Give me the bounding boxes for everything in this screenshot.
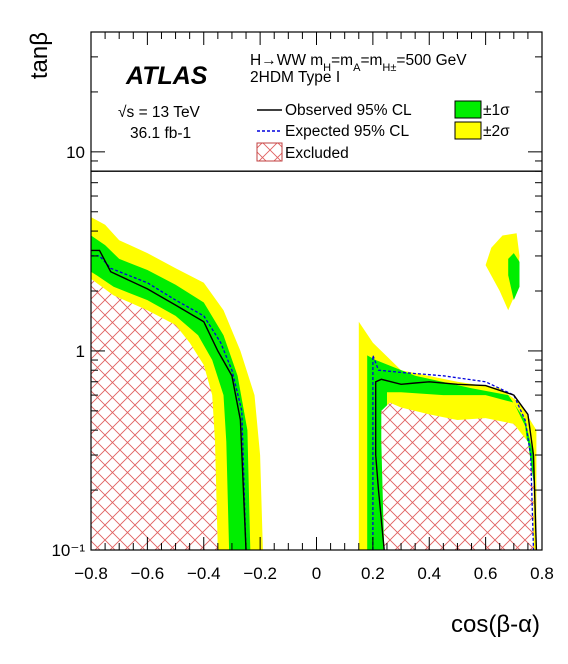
x-tick-label: 0	[312, 564, 321, 583]
contour-regions	[91, 217, 538, 550]
lumi-label: 36.1 fb-1	[130, 125, 191, 142]
y-tick-label: 10⁻¹	[51, 541, 85, 560]
y-axis-title: tanβ	[26, 32, 53, 79]
atlas-label: ATLAS	[125, 62, 208, 90]
x-tick-label: 0.4	[417, 564, 441, 583]
two-sigma-island	[485, 233, 520, 311]
model-label: 2HDM Type I	[250, 69, 340, 86]
legend-one-sigma-swatch	[454, 100, 482, 119]
x-tick-label: 0.2	[361, 564, 385, 583]
x-tick-label: 0.6	[474, 564, 498, 583]
x-tick-label: −0.4	[187, 564, 221, 583]
y-tick-label: 1	[76, 342, 85, 361]
excluded-region-right	[381, 402, 534, 550]
legend-excluded-label: Excluded	[285, 145, 349, 162]
one-sigma-island	[508, 253, 520, 301]
observed-limit-left	[91, 249, 247, 550]
x-tick-label: 0.8	[530, 564, 554, 583]
axis-ticks	[90, 31, 543, 551]
tick-labels: −0.8 −0.6 −0.4 −0.2 0 0.2 0.4 0.6 0.8 10⁻¹ 1 10	[51, 143, 553, 583]
process-label: H→WW mH=mA=mH±=500 GeV	[250, 52, 467, 74]
legend-observed-label: Observed 95% CL	[285, 102, 412, 119]
expected-limit-right	[372, 355, 535, 550]
legend-excluded-swatch	[256, 142, 283, 162]
x-tick-label: −0.2	[243, 564, 277, 583]
observed-limit-right	[375, 378, 538, 550]
x-tick-label: −0.6	[131, 564, 165, 583]
x-tick-label: −0.8	[74, 564, 108, 583]
legend-expected-label: Expected 95% CL	[285, 123, 409, 140]
y-tick-label: 10	[66, 143, 85, 162]
excluded-region-left	[91, 278, 218, 550]
legend-two-sigma-label: ±2σ	[483, 123, 510, 140]
energy-label: √s = 13 TeV	[118, 104, 201, 121]
legend-two-sigma-swatch	[454, 121, 482, 140]
x-axis-title: cos(β-α)	[451, 611, 540, 638]
legend-one-sigma-label: ±1σ	[483, 102, 510, 119]
